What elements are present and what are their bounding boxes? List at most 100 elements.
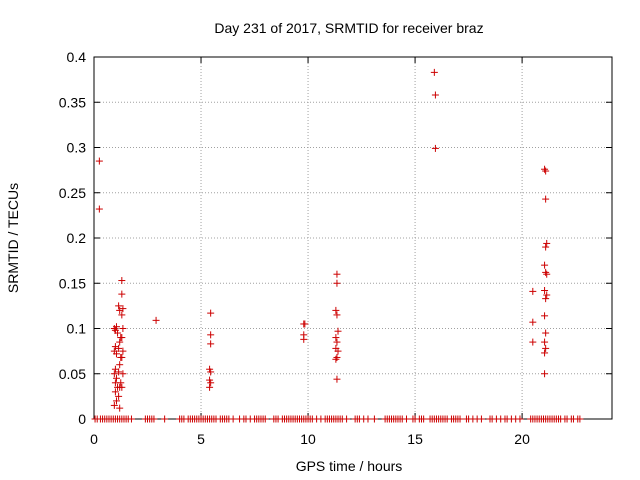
data-point [118, 277, 126, 285]
y-tick-label: 0.15 [59, 275, 86, 291]
data-point [111, 343, 119, 351]
data-point [301, 320, 309, 328]
data-point [543, 270, 551, 278]
data-point [118, 383, 126, 391]
data-point [116, 306, 124, 314]
data-point-zero [370, 415, 378, 423]
y-tick-label: 0.2 [67, 230, 87, 246]
data-point [118, 290, 126, 298]
data-point-zero [127, 415, 135, 423]
y-tick-label: 0.35 [59, 94, 86, 110]
data-point-zero [576, 415, 584, 423]
data-point [118, 334, 126, 342]
data-point [333, 270, 341, 278]
data-point [207, 309, 215, 317]
data-point [332, 306, 340, 314]
data-point [115, 368, 123, 376]
data-point [542, 268, 550, 276]
data-point [543, 239, 551, 247]
y-tick-label: 0 [78, 411, 86, 427]
x-tick-label: 5 [197, 431, 205, 447]
x-tick-label: 15 [407, 431, 423, 447]
data-point [114, 329, 122, 337]
data-point [115, 392, 123, 400]
data-point [111, 388, 119, 396]
data-point [431, 144, 439, 152]
data-point [117, 379, 125, 387]
data-point [542, 344, 550, 352]
x-tick-label: 10 [300, 431, 316, 447]
data-point [112, 397, 120, 405]
data-point [206, 383, 214, 391]
data-point [333, 375, 341, 383]
data-point [334, 347, 342, 355]
data-point [207, 368, 215, 376]
data-point [119, 305, 127, 313]
x-tick-label: 20 [514, 431, 530, 447]
data-point [541, 370, 549, 378]
data-point [115, 344, 123, 352]
data-point [116, 338, 124, 346]
x-axis-label: GPS time / hours [296, 458, 403, 474]
data-point [332, 355, 340, 363]
y-tick-label: 0.05 [59, 366, 86, 382]
axis-ticks: 0 0.05 0.1 0.15 0.2 0.25 0.3 0.35 0.4 0 5 10 15 20 [59, 49, 612, 447]
grid-lines [94, 57, 612, 419]
data-point [300, 335, 308, 343]
data-point [529, 287, 537, 295]
data-point [116, 361, 124, 369]
data-point [118, 353, 126, 361]
data-point [112, 323, 120, 331]
data-point [333, 279, 341, 287]
y-tick-label: 0.1 [67, 321, 87, 337]
data-point [110, 401, 118, 409]
data-point [112, 350, 120, 358]
y-tick-label: 0.25 [59, 185, 86, 201]
y-tick-label: 0.4 [67, 49, 87, 65]
data-point [152, 316, 160, 324]
data-point [110, 370, 118, 378]
data-point [542, 195, 550, 203]
data-point-zero [229, 415, 237, 423]
data-point [541, 286, 549, 294]
data-point [529, 318, 537, 326]
data-point [115, 302, 123, 310]
data-point-zero [343, 415, 351, 423]
data-point [95, 157, 103, 165]
data-point [207, 340, 215, 348]
data-point [119, 325, 127, 332]
data-point [116, 404, 124, 412]
data-point-zero [516, 415, 524, 423]
data-point-zero [403, 415, 411, 423]
data-point [332, 334, 340, 342]
data-point-zero [420, 415, 428, 423]
data-point [529, 338, 537, 346]
chart-title: Day 231 of 2017, SRMTID for receiver bra… [214, 20, 483, 36]
data-point [112, 374, 120, 382]
data-point [541, 312, 549, 320]
data-point-zero [477, 415, 485, 423]
data-point [541, 261, 549, 269]
data-point [207, 331, 215, 339]
data-point [334, 327, 342, 335]
data-point [207, 379, 215, 387]
data-point [541, 165, 549, 173]
data-point-zero [150, 415, 158, 423]
data-points [91, 68, 584, 423]
data-point [119, 347, 127, 355]
y-tick-label: 0.3 [67, 140, 87, 156]
data-point-zero [261, 415, 269, 423]
data-point-zero [456, 415, 464, 423]
data-point [333, 353, 341, 361]
data-point-zero [161, 415, 169, 423]
data-point [541, 349, 549, 357]
data-point [119, 370, 127, 378]
data-point [542, 167, 550, 175]
data-point [333, 311, 341, 319]
data-point [542, 329, 550, 337]
data-point [431, 91, 439, 99]
data-point [95, 205, 103, 213]
data-point [430, 68, 438, 76]
data-point [542, 243, 550, 251]
